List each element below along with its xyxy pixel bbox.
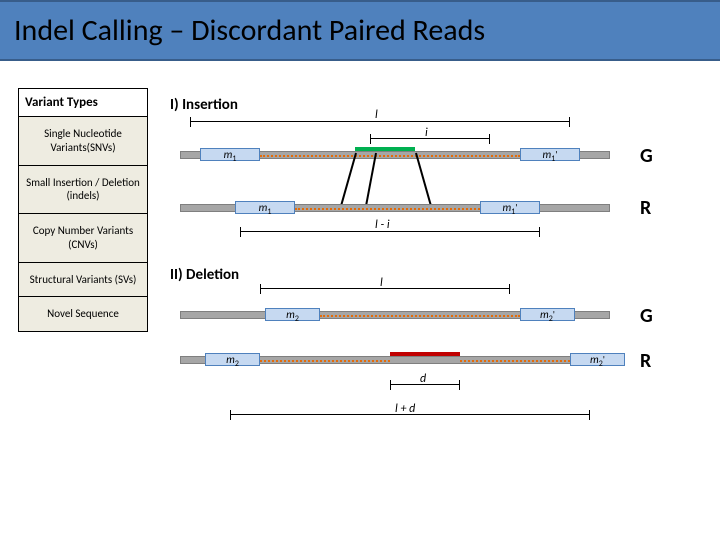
l-label-del: l xyxy=(380,276,383,290)
indel-diagram: I) Insertion l i m1 m1' Gm1 m1' Rl - i II) Delet… xyxy=(170,96,700,526)
l-bracket xyxy=(190,121,570,122)
m1-g: m1 xyxy=(200,148,260,161)
deletion-heading: II) Deletion xyxy=(170,266,239,284)
page-title: Indel Calling – Discordant Paired Reads xyxy=(0,2,720,59)
title-bar: Indel Calling – Discordant Paired Reads xyxy=(0,0,720,61)
l-bracket-del xyxy=(260,288,510,289)
m2-g: m2 xyxy=(265,308,320,321)
m2p-r: m2' xyxy=(570,353,625,366)
d-label: d xyxy=(420,372,426,386)
map-line xyxy=(340,153,357,207)
del-r-dash2 xyxy=(460,360,570,362)
l-d-label: l + d xyxy=(395,402,415,416)
sidebar-item-snv: Single Nucleotide Variants(SNVs) xyxy=(19,117,147,166)
sidebar-item-indel: Small Insertion / Deletion (indels) xyxy=(19,166,147,215)
m1p-r: m1' xyxy=(480,201,540,214)
sidebar-header: Variant Types xyxy=(19,89,147,117)
G-del: G xyxy=(640,304,653,328)
l-i-label: l - i xyxy=(375,218,390,232)
ins-r-dash xyxy=(295,208,480,210)
sidebar-item-novel: Novel Sequence xyxy=(19,297,147,331)
m2p-g: m2' xyxy=(520,308,575,321)
l-i-bracket xyxy=(240,231,540,232)
map-line xyxy=(365,153,377,206)
del-r-dash1 xyxy=(260,360,390,362)
G-ins: G xyxy=(640,144,653,168)
i-label: i xyxy=(425,126,428,140)
sidebar-item-cnv: Copy Number Variants (CNVs) xyxy=(19,214,147,263)
ins-g-dash xyxy=(260,155,520,157)
m1p-g: m1' xyxy=(520,148,580,161)
variant-types-sidebar: Variant Types Single Nucleotide Variants… xyxy=(18,88,148,332)
insertion-heading: I) Insertion xyxy=(170,96,238,114)
map-line xyxy=(415,153,432,207)
l-label: l xyxy=(375,108,378,122)
deletion-seg xyxy=(390,352,460,356)
sidebar-item-sv: Structural Variants (SVs) xyxy=(19,263,147,298)
del-g-dash xyxy=(320,315,520,317)
R-del: R xyxy=(640,349,651,373)
m1-r: m1 xyxy=(235,201,295,214)
m2-r: m2 xyxy=(205,353,260,366)
i-bracket xyxy=(370,138,490,139)
R-ins: R xyxy=(640,196,651,220)
